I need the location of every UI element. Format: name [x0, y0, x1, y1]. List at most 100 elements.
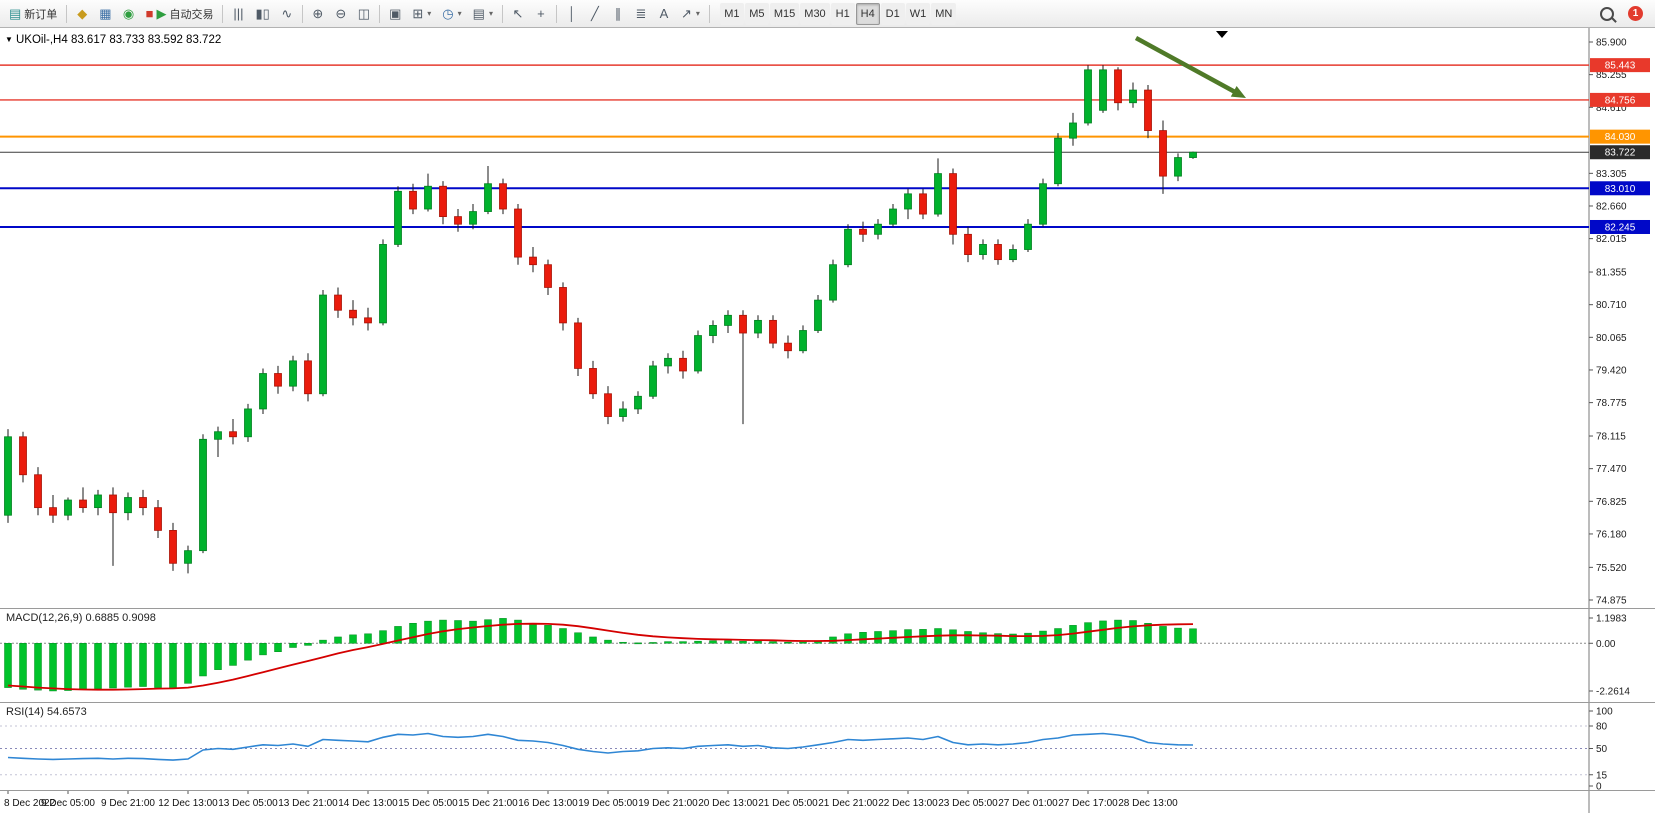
search-button[interactable]: [1595, 3, 1619, 25]
candle-body: [979, 244, 987, 255]
macd-bar: [514, 619, 522, 644]
macd-bar: [169, 643, 177, 689]
arrows-tool-icon: ↗: [680, 6, 692, 21]
auto-trading-button[interactable]: ■ ▶ 自动交易: [141, 3, 219, 25]
macd-bar: [874, 631, 882, 644]
macd-bar: [409, 622, 417, 644]
timeframe-H1[interactable]: H1: [830, 2, 855, 25]
timeframe-MN[interactable]: MN: [931, 2, 957, 25]
time-axis-label: 9 Dec 21:00: [101, 798, 155, 809]
time-axis-label: 13 Dec 21:00: [278, 798, 338, 809]
time-axis-label: 28 Dec 13:00: [1118, 798, 1178, 809]
data-window-icon: ▦: [99, 6, 112, 21]
candle-body: [874, 223, 882, 235]
cursor-button[interactable]: ↖: [507, 3, 529, 25]
dropdown-caret-icon: ▾: [457, 9, 462, 18]
macd-bar: [1144, 622, 1152, 644]
separator: [379, 4, 381, 23]
macd-bar: [1084, 622, 1092, 644]
zoom-in-button[interactable]: ⊕: [307, 3, 329, 25]
candle-body: [814, 299, 822, 331]
notification-badge[interactable]: 1: [1628, 6, 1643, 21]
data-window-button[interactable]: ▦: [94, 3, 116, 25]
macd-bar: [199, 643, 207, 677]
line-chart-button[interactable]: ∿: [276, 3, 298, 25]
price-tick-label: 78.775: [1596, 398, 1627, 409]
price-badge-label: 85.443: [1605, 61, 1636, 72]
macd-bar: [1099, 620, 1107, 644]
price-badge-label: 84.030: [1605, 132, 1636, 143]
auto-trading-stop-icon: ■: [145, 6, 154, 21]
timeframe-D1[interactable]: D1: [880, 2, 905, 25]
macd-panel[interactable]: 1.1983 0.00 -2.2614 MACD(12,26,9) 0.6885 0.…: [0, 608, 1655, 702]
trendline-button[interactable]: ╱: [584, 3, 606, 25]
main-price-chart[interactable]: 85.900 85.255 84.610 83.305 82.660 82.015 81.3…: [0, 28, 1655, 608]
vertical-line-button[interactable]: │: [561, 3, 583, 25]
timeframe-M30[interactable]: M30: [800, 2, 830, 25]
candle-body: [754, 319, 762, 334]
tile-windows-button[interactable]: ◫: [353, 3, 375, 25]
macd-bar: [799, 641, 807, 644]
timeframe-W1[interactable]: W1: [905, 2, 931, 25]
time-axis-label: 9 Dec 05:00: [41, 798, 95, 809]
channel-icon: ∥: [614, 6, 622, 21]
templates-button[interactable]: ▤ ▾: [468, 3, 498, 25]
time-axis-label: 16 Dec 13:00: [518, 798, 578, 809]
macd-bar: [289, 643, 297, 648]
macd-bar: [679, 641, 687, 644]
candle-body: [1159, 130, 1167, 177]
chart-area: 85.900 85.255 84.610 83.305 82.660 82.015 81.3…: [0, 28, 1655, 813]
timeframe-M15[interactable]: M15: [769, 2, 800, 25]
candle-body: [439, 185, 447, 218]
cascade-windows-button[interactable]: ▣: [384, 3, 406, 25]
crosshair-button[interactable]: +: [530, 3, 552, 25]
fibonacci-button[interactable]: ≣: [630, 3, 652, 25]
candlestick-chart-icon: ▮▯: [255, 6, 270, 21]
macd-bar: [994, 633, 1002, 644]
periods-button[interactable]: ◷ ▾: [437, 3, 466, 25]
candle-body: [499, 183, 507, 210]
navigator-button[interactable]: ◉: [118, 3, 140, 25]
macd-bar: [1159, 626, 1167, 644]
candle-body: [214, 431, 222, 440]
zoom-out-button[interactable]: ⊖: [330, 3, 352, 25]
timeframe-M5[interactable]: M5: [744, 2, 769, 25]
price-tick-label: 77.470: [1596, 464, 1627, 475]
candle-body: [109, 494, 117, 514]
candle-body: [934, 173, 942, 215]
text-tool-button[interactable]: A: [653, 3, 675, 25]
candles: [4, 65, 1197, 574]
price-tick-label: 80.065: [1596, 333, 1627, 344]
rsi-panel[interactable]: 100 80 50 150 RSI(14) 54.6573: [0, 702, 1655, 790]
chart-marker-icon: [1216, 31, 1228, 38]
macd-bar: [274, 643, 282, 652]
bar-chart-button[interactable]: |||: [227, 3, 249, 25]
candlestick-chart-button[interactable]: ▮▯: [250, 3, 274, 25]
candle-body: [244, 408, 252, 438]
macd-bar: [49, 643, 57, 692]
market-watch-button[interactable]: ◆: [71, 3, 93, 25]
candle-body: [739, 314, 747, 334]
macd-bar: [334, 636, 342, 644]
candle-body: [514, 208, 522, 258]
price-tick-label: 79.420: [1596, 365, 1627, 376]
price-badge: [1590, 92, 1650, 107]
macd-bar: [139, 643, 147, 687]
new-order-button[interactable]: ▤ 新订单: [4, 3, 62, 25]
channel-button[interactable]: ∥: [607, 3, 629, 25]
trend-arrow: [1134, 36, 1237, 94]
timeframe-H4[interactable]: H4: [855, 2, 880, 25]
new-chart-button[interactable]: ⊞ ▾: [407, 3, 436, 25]
rsi-tick-label: 15: [1596, 770, 1608, 781]
candle-body: [949, 173, 957, 235]
candle-body: [1054, 137, 1062, 185]
macd-bar: [739, 640, 747, 644]
macd-bar: [859, 632, 867, 644]
candle-body: [274, 373, 282, 387]
candle-body: [79, 499, 87, 509]
arrows-tool-button[interactable]: ↗ ▾: [676, 3, 705, 25]
timeframe-M1[interactable]: M1: [719, 2, 744, 25]
macd-bar: [769, 641, 777, 644]
candle-body: [1174, 157, 1182, 177]
auto-trading-play-icon: ▶: [156, 6, 167, 21]
